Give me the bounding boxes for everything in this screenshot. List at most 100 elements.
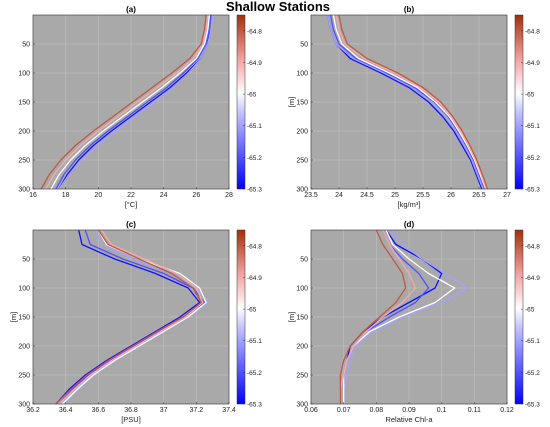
x-tick-label: 36.8 bbox=[124, 407, 138, 414]
colorbar-tick-label: -64.9 bbox=[525, 60, 540, 67]
x-tick-label: 0.11 bbox=[468, 407, 481, 414]
profile-line bbox=[338, 14, 489, 190]
x-tick-label: 25 bbox=[391, 192, 399, 199]
panel-title: (a) bbox=[126, 5, 136, 14]
y-axis-label: [m] bbox=[9, 312, 18, 322]
profile-line bbox=[45, 14, 209, 190]
panel-b: 23.5 24 24.5 25 25.5 26 26.5 27 50 100 150 200 250 30… bbox=[287, 5, 540, 209]
profile-line bbox=[60, 229, 209, 405]
profile-line bbox=[335, 14, 487, 190]
x-axis-label: [°C] bbox=[125, 200, 138, 209]
x-tick-label: 36.2 bbox=[26, 407, 40, 414]
y-axis-label: [m] bbox=[287, 312, 296, 322]
x-axis-label: [kg/m³] bbox=[398, 200, 421, 209]
y-tick-label: 200 bbox=[296, 129, 308, 136]
y-tick-label: 300 bbox=[18, 402, 30, 409]
colorbar-tick-label: -65.2 bbox=[525, 155, 540, 162]
x-tick-label: 37.2 bbox=[190, 407, 204, 414]
figure-title: Shallow Stations bbox=[226, 0, 330, 14]
colorbar-tick-label: -64.8 bbox=[525, 243, 540, 250]
y-tick-label: 200 bbox=[296, 344, 308, 351]
x-axis-label: [PSU] bbox=[121, 415, 141, 424]
colorbar-tick-label: -64.9 bbox=[525, 275, 540, 282]
profile-line bbox=[58, 229, 204, 405]
colorbar-tick-label: -65.1 bbox=[247, 338, 262, 345]
y-tick-label: 50 bbox=[22, 257, 30, 264]
profile-line bbox=[339, 229, 407, 404]
x-tick-label: 37.4 bbox=[222, 407, 236, 414]
x-tick-label: 0.1 bbox=[437, 407, 447, 414]
x-axis-label: Relative Chl-a bbox=[385, 415, 433, 424]
y-tick-label: 250 bbox=[18, 158, 30, 165]
x-tick-label: 20 bbox=[94, 192, 102, 199]
y-tick-label: 50 bbox=[22, 42, 30, 49]
y-tick-label: 300 bbox=[296, 187, 308, 194]
y-tick-label: 50 bbox=[300, 257, 308, 264]
x-tick-label: 25.5 bbox=[416, 192, 430, 199]
panel-a: 16 18 20 22 24 26 28 50 100 150 200 250 300 (a) [°C] -6… bbox=[18, 5, 262, 209]
y-tick-label: 300 bbox=[296, 402, 308, 409]
colorbar bbox=[236, 14, 246, 190]
y-tick-label: 50 bbox=[300, 42, 308, 49]
x-tick-label: 36.6 bbox=[92, 407, 106, 414]
colorbar-tick-label: -64.9 bbox=[247, 60, 262, 67]
x-tick-label: 26.5 bbox=[472, 192, 486, 199]
colorbar bbox=[236, 229, 246, 405]
colorbar-tick-label: -65.2 bbox=[247, 370, 262, 377]
x-tick-label: 0.12 bbox=[500, 407, 514, 414]
profile-line bbox=[55, 14, 212, 190]
panel-title: (c) bbox=[126, 220, 136, 229]
panel-d: 0.06 0.07 0.08 0.09 0.1 0.11 0.12 50 100 150 200 25… bbox=[287, 220, 540, 424]
colorbar-tick-label: -65.1 bbox=[525, 123, 540, 130]
y-tick-label: 100 bbox=[18, 286, 30, 293]
colorbar-tick-label: -65 bbox=[247, 92, 257, 99]
y-tick-label: 150 bbox=[296, 315, 308, 322]
colorbar-tick-label: -65.3 bbox=[525, 402, 540, 409]
x-tick-label: 0.08 bbox=[370, 407, 384, 414]
profile-line bbox=[339, 229, 417, 404]
x-tick-label: 23.5 bbox=[304, 192, 318, 199]
x-tick-label: 0.06 bbox=[304, 407, 318, 414]
profile-line bbox=[58, 14, 214, 190]
colorbar-tick-label: -65 bbox=[247, 307, 257, 314]
x-tick-label: 18 bbox=[62, 192, 70, 199]
x-tick-label: 26 bbox=[192, 192, 200, 199]
x-tick-label: 22 bbox=[127, 192, 135, 199]
panel-c: 36.2 36.4 36.6 36.8 37 37.2 37.4 50 100 150 200 250… bbox=[9, 220, 262, 424]
colorbar-tick-label: -64.8 bbox=[247, 243, 262, 250]
x-tick-label: 0.07 bbox=[337, 407, 351, 414]
x-tick-label: 28 bbox=[225, 192, 233, 199]
profile-line bbox=[50, 14, 211, 190]
colorbar-tick-label: -65 bbox=[525, 307, 535, 314]
colorbar bbox=[514, 229, 524, 405]
profile-line bbox=[55, 229, 201, 405]
colorbar-tick-label: -65 bbox=[525, 92, 535, 99]
x-tick-label: 16 bbox=[29, 192, 37, 199]
panel-title: (d) bbox=[404, 220, 415, 229]
colorbar-tick-label: -64.9 bbox=[247, 275, 262, 282]
x-tick-label: 36.4 bbox=[59, 407, 73, 414]
colorbar-tick-label: -65.1 bbox=[247, 123, 262, 130]
colorbar bbox=[514, 14, 524, 190]
y-tick-label: 250 bbox=[296, 158, 308, 165]
x-tick-label: 24 bbox=[160, 192, 168, 199]
colorbar-tick-label: -64.8 bbox=[247, 28, 262, 35]
colorbar-tick-label: -65.1 bbox=[525, 338, 540, 345]
x-tick-label: 37 bbox=[160, 407, 168, 414]
y-tick-label: 150 bbox=[296, 100, 308, 107]
x-tick-label: 0.09 bbox=[402, 407, 416, 414]
profile-line bbox=[40, 14, 207, 190]
y-tick-label: 100 bbox=[18, 71, 30, 78]
y-tick-label: 250 bbox=[296, 373, 308, 380]
x-tick-label: 24.5 bbox=[360, 192, 374, 199]
x-tick-label: 26 bbox=[447, 192, 455, 199]
profile-line bbox=[343, 229, 469, 404]
y-tick-label: 150 bbox=[18, 100, 30, 107]
colorbar-tick-label: -65.3 bbox=[247, 187, 262, 194]
profile-line bbox=[329, 14, 486, 190]
y-tick-label: 100 bbox=[296, 71, 308, 78]
profile-line bbox=[332, 14, 487, 190]
profile-line bbox=[55, 229, 202, 405]
y-axis-label: [m] bbox=[287, 97, 296, 107]
